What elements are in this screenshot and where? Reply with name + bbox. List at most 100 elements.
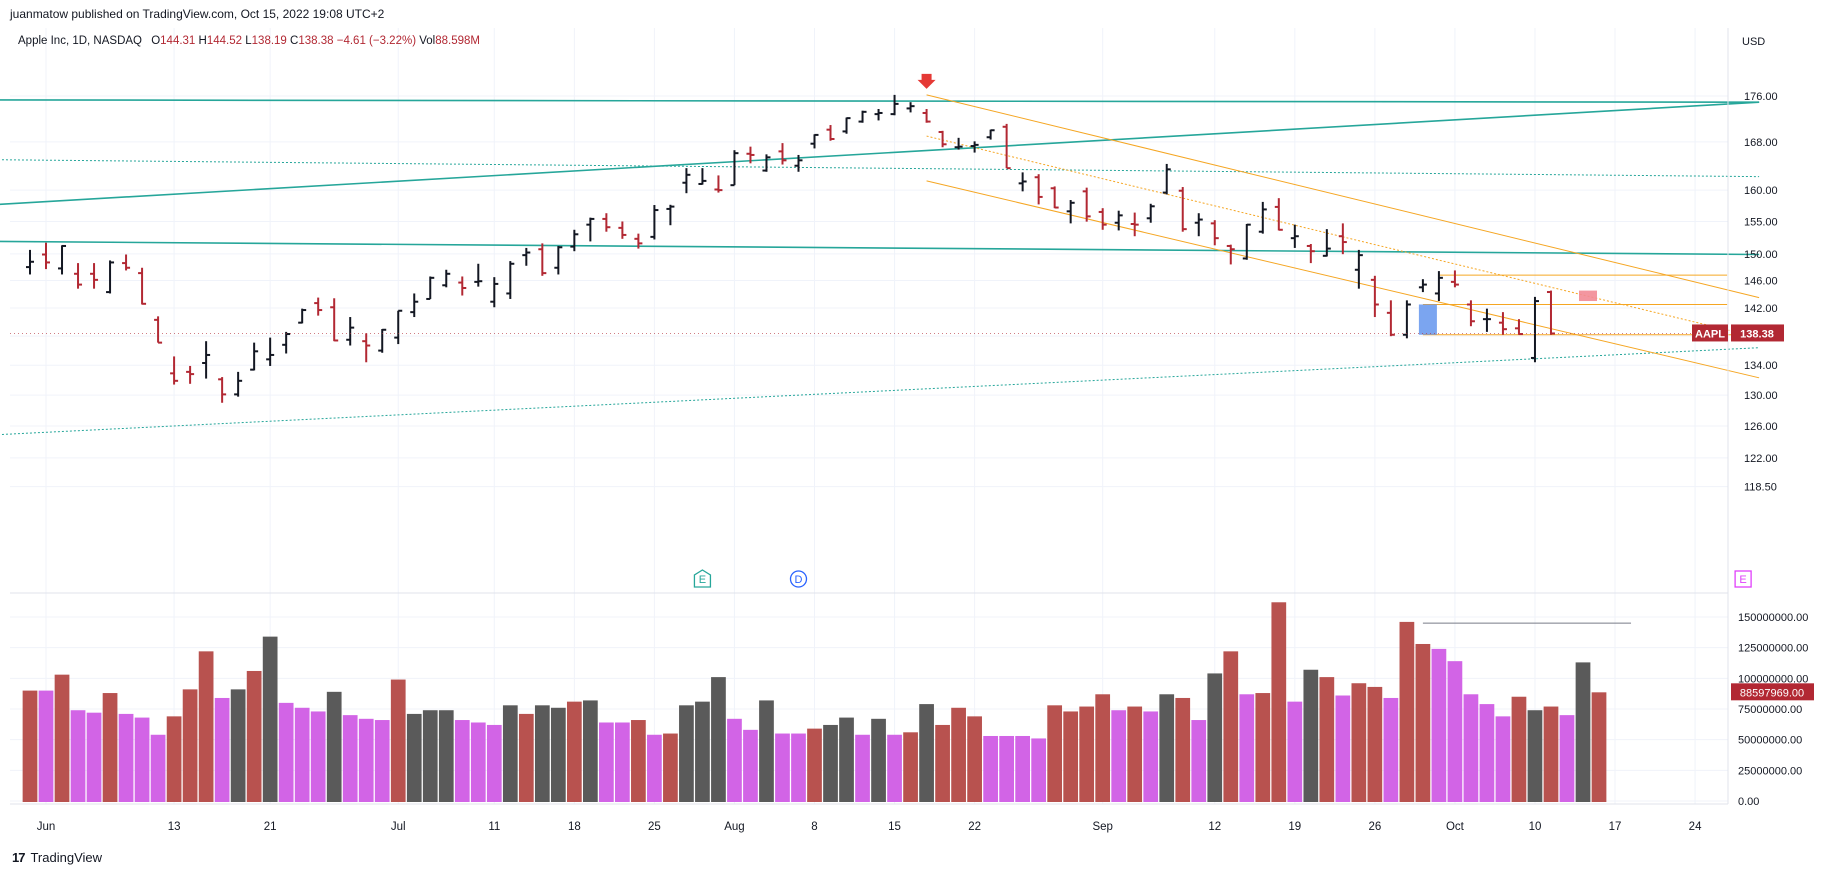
ohlc-bar [842, 117, 851, 134]
ohlc-bar [1178, 187, 1187, 232]
ohlc-bar [1306, 244, 1315, 264]
volume-bar [935, 724, 950, 802]
volume-bar [470, 722, 486, 802]
volume-bar [1367, 686, 1383, 802]
volume-bar [1031, 738, 1047, 802]
volume-bar [839, 717, 854, 802]
ohlc-bar [970, 141, 979, 153]
legend-close-label: C [290, 35, 299, 47]
ohlc-bar [778, 143, 787, 165]
symbol-legend: Apple Inc, 1D, NASDAQ O144.31 H144.52 L1… [18, 35, 480, 47]
ohlc-bar [1450, 270, 1459, 288]
volume-bar [647, 734, 662, 802]
volume-bar [502, 705, 518, 802]
volume-bar [919, 704, 934, 802]
currency-label: USD [1742, 36, 1765, 48]
volume-bar [566, 701, 582, 802]
legend-open-label: O [151, 35, 161, 47]
volume-bar [1319, 677, 1335, 802]
volume-bar [454, 720, 470, 802]
ohlc-bar [1402, 300, 1411, 339]
ohlc-bar [202, 341, 211, 379]
volume-bar [374, 720, 390, 802]
time-tick-label: 8 [811, 821, 817, 833]
time-tick-label: 25 [648, 821, 661, 833]
ohlc-bar [154, 316, 163, 344]
ohlc-bar [1226, 244, 1235, 265]
volume-bar [534, 705, 550, 802]
volume-bar [166, 716, 182, 802]
price-tick-label: 118.50 [1744, 482, 1777, 494]
ohlc-bar [362, 333, 371, 363]
ohlc-bar [1002, 123, 1011, 170]
ohlc-bar [1098, 208, 1107, 230]
volume-bar [1543, 706, 1559, 802]
volume-bar [262, 636, 278, 802]
ohlc-bar [1338, 223, 1347, 255]
ohlc-bar [234, 371, 243, 397]
volume-bar [278, 702, 294, 802]
ohlc-bar [538, 243, 547, 276]
volume-bar [358, 718, 374, 802]
volume-tick-label: 25000000.00 [1738, 765, 1802, 777]
volume-bar [871, 718, 886, 802]
volume-bar [182, 689, 198, 802]
legend-symbol: Apple Inc, 1D, NASDAQ [18, 35, 142, 47]
ohlc-bar [650, 205, 659, 240]
orange-channel-line [926, 94, 1760, 299]
price-tick-label: 134.00 [1744, 360, 1778, 372]
ohlc-bar [138, 267, 147, 305]
volume-bar [1287, 701, 1303, 802]
ohlc-bar [634, 233, 643, 249]
ohlc-bar [682, 168, 691, 194]
ohlc-bar [1354, 249, 1363, 289]
time-tick-label: 17 [1609, 821, 1622, 833]
volume-bar [999, 735, 1014, 802]
time-tick-label: 26 [1368, 821, 1381, 833]
volume-bar [951, 707, 966, 802]
ohlc-bar [1386, 300, 1395, 337]
volume-bar [1239, 694, 1255, 802]
volume-bar [1271, 602, 1287, 802]
volume-tick-label: 75000000.00 [1738, 704, 1802, 716]
ohlc-bar [1114, 210, 1123, 231]
price-tick-label: 146.00 [1744, 276, 1778, 288]
ohlc-bar [1066, 200, 1075, 224]
last-volume-tag-box [1731, 683, 1814, 701]
price-tick-label: 150.00 [1744, 249, 1778, 261]
teal-trendline [0, 159, 1760, 178]
volume-bar [1559, 715, 1575, 802]
time-tick-label: 13 [168, 821, 181, 833]
ohlc-bar [330, 298, 339, 342]
volume-bar [1351, 683, 1367, 802]
volume-bar [150, 734, 166, 802]
ohlc-bar [1514, 319, 1523, 336]
volume-bar [599, 722, 614, 802]
ohlc-bar [570, 229, 579, 252]
chart-canvas[interactable]: EDE USD118.50122.00126.00130.00134.00138… [0, 0, 1834, 848]
volume-bar [695, 701, 710, 802]
price-tick-label: 155.00 [1744, 216, 1778, 228]
volume-bar [1463, 694, 1479, 802]
price-tick-label: 126.00 [1744, 421, 1778, 433]
volume-bar [582, 700, 598, 802]
publisher-bar: juanmatow published on TradingView.com, … [0, 0, 1834, 28]
ohlc-bar [1434, 271, 1443, 302]
volume-bar [791, 733, 806, 802]
earnings-marker-icon: E [693, 569, 712, 588]
tradingview-brand[interactable]: 17 TradingView [12, 850, 102, 865]
ohlc-bar [666, 204, 675, 226]
volume-bar [310, 711, 326, 802]
ohlc-bar [986, 129, 995, 140]
volume-bar [342, 715, 358, 802]
ohlc-bar [458, 276, 467, 296]
ohlc-bar [554, 245, 563, 275]
volume-bar [1495, 716, 1511, 802]
volume-bar [1255, 693, 1271, 802]
ohlc-bar [730, 150, 739, 187]
time-tick-label: Oct [1446, 821, 1465, 833]
volume-bar [1111, 710, 1127, 802]
volume-bar [518, 713, 534, 802]
volume-bar [1095, 694, 1111, 802]
earnings-marker-shape [693, 569, 712, 588]
